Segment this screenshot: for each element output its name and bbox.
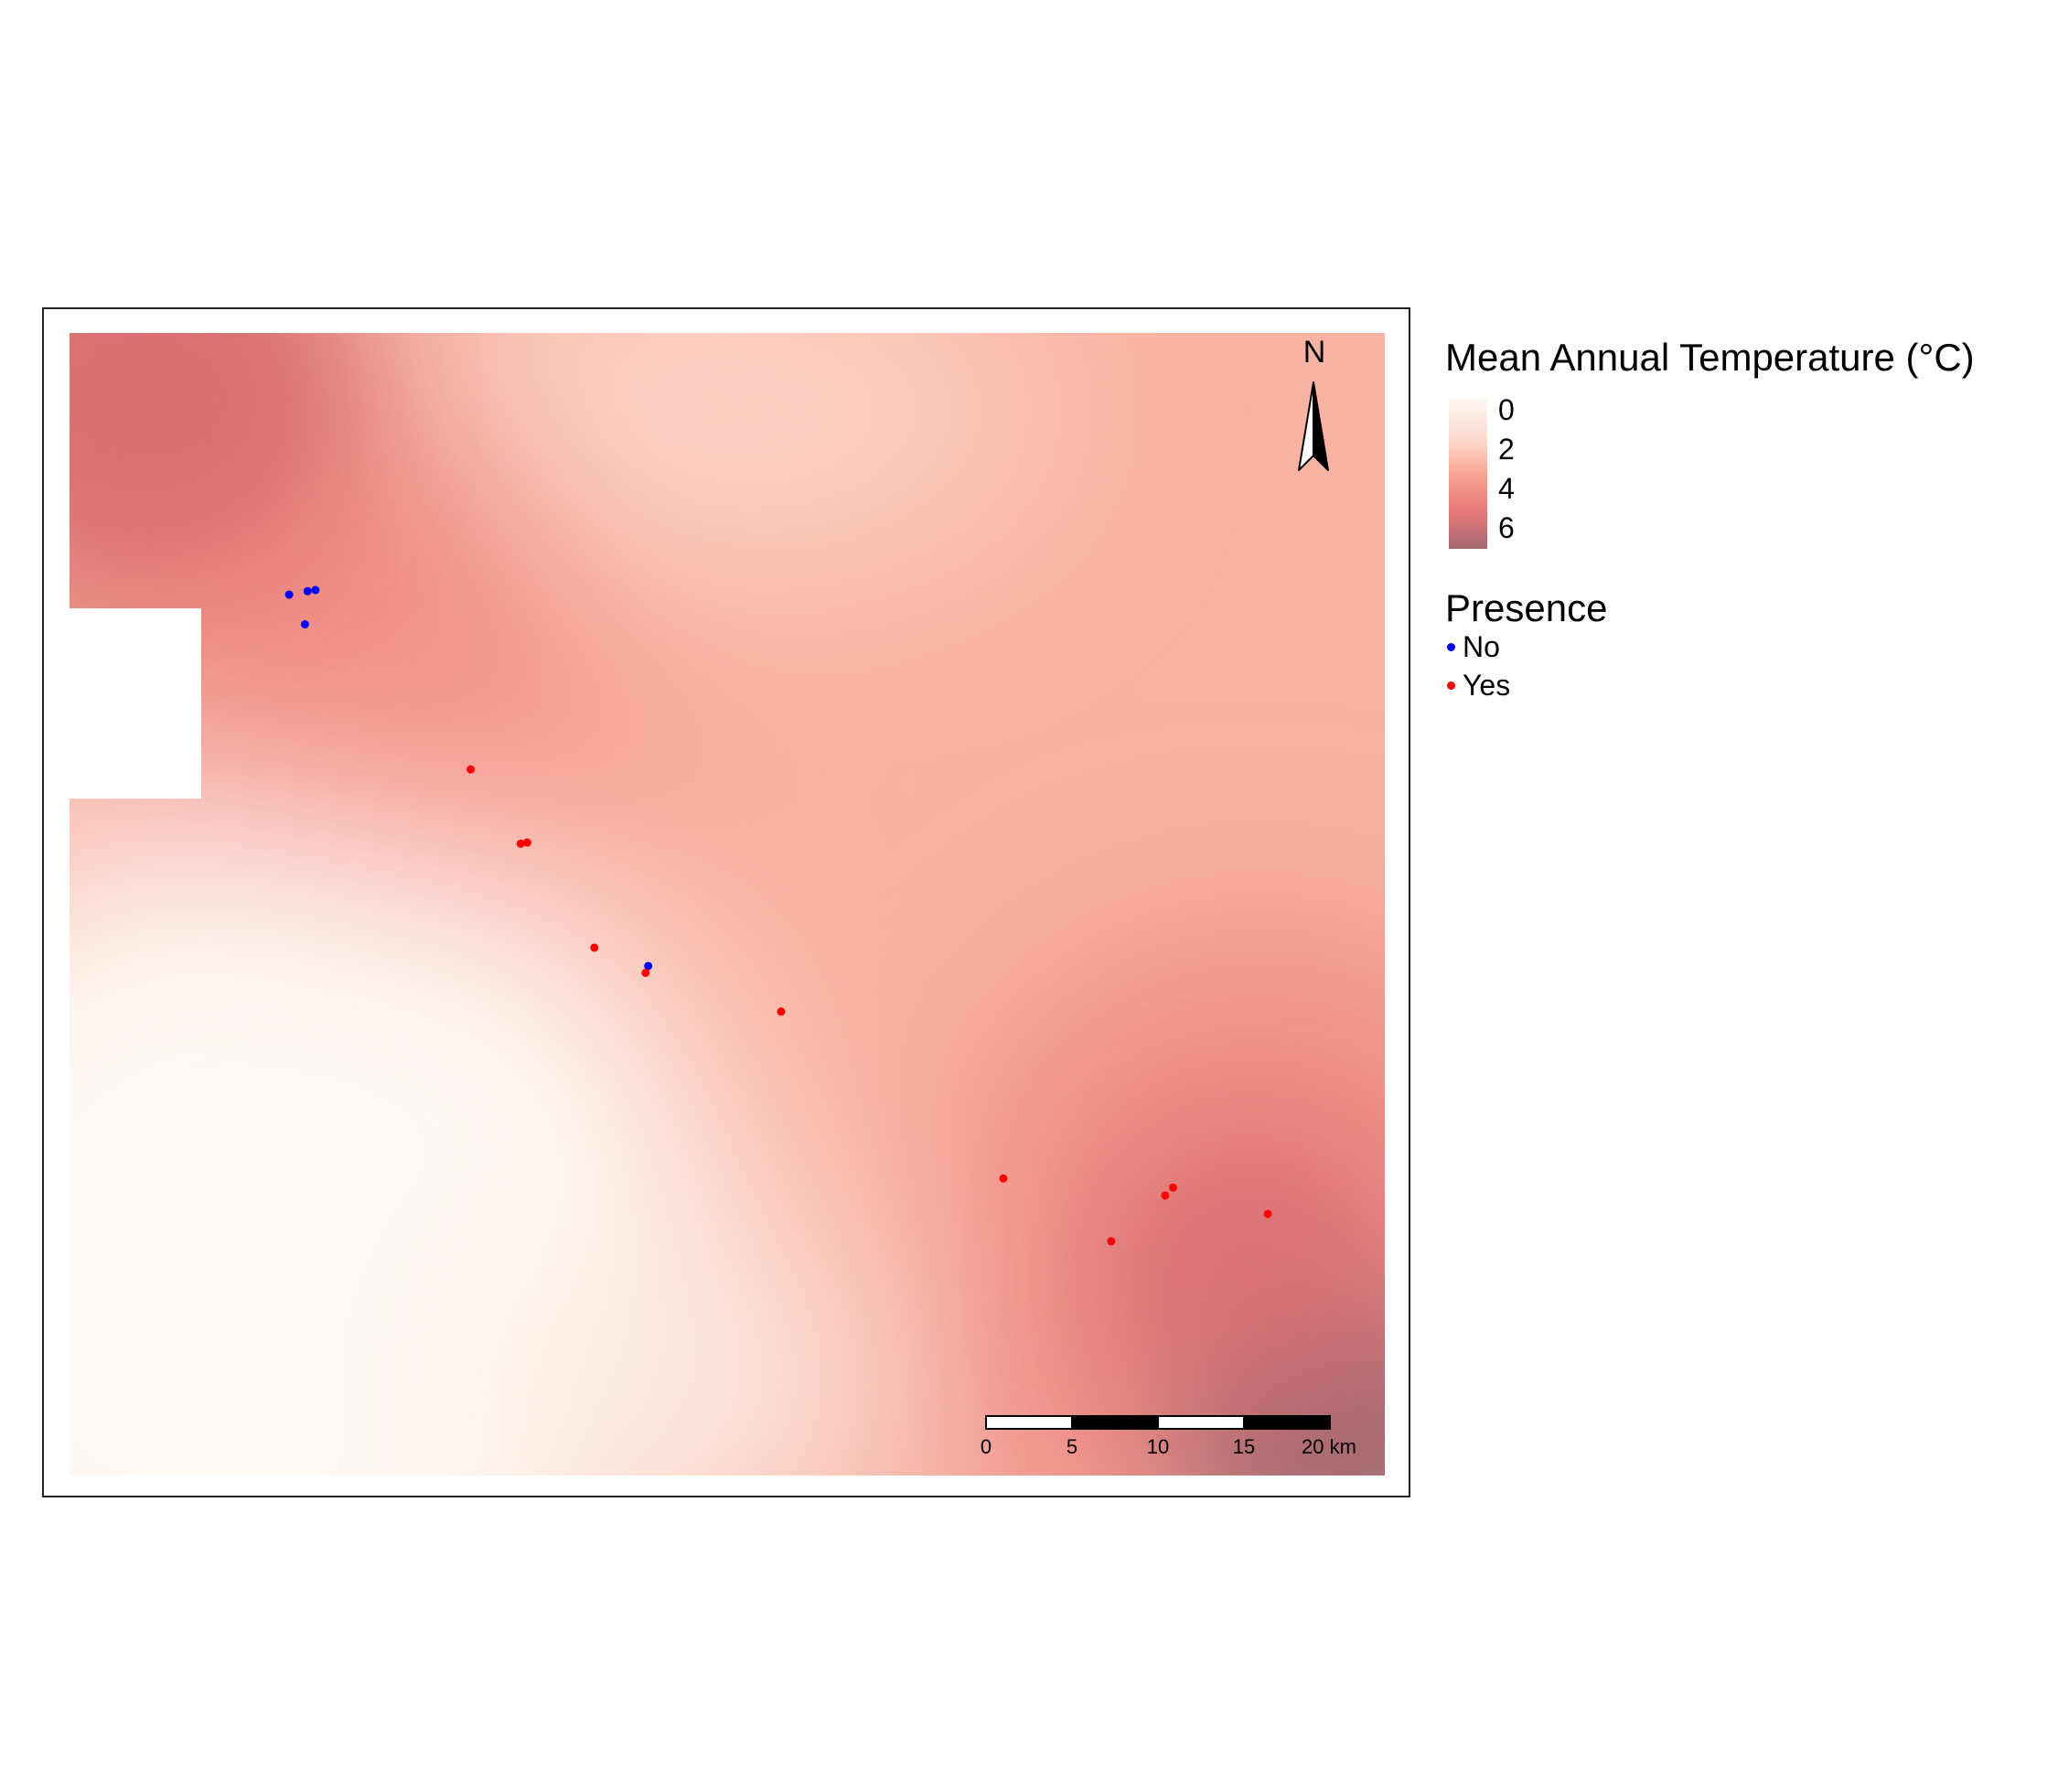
site-point-no xyxy=(644,961,653,971)
scale-bar-seg-1 xyxy=(985,1415,1073,1430)
north-arrow-right-half xyxy=(1313,381,1329,471)
temperature-colorbar xyxy=(1449,397,1487,549)
presence-label-yes: Yes xyxy=(1463,668,1511,702)
site-point-yes xyxy=(590,943,599,952)
colorbar-label-2: 2 xyxy=(1498,433,1515,466)
site-point-yes xyxy=(641,968,650,977)
legend: Mean Annual Temperature (°C) 0 2 4 6 Pre… xyxy=(1445,338,2031,704)
site-point-no xyxy=(284,590,294,599)
site-point-yes xyxy=(516,839,525,848)
site-point-yes xyxy=(1107,1237,1116,1246)
scale-bar-seg-3 xyxy=(1157,1415,1245,1430)
site-point-no xyxy=(311,585,320,595)
presence-legend-item-yes: Yes xyxy=(1447,666,2031,704)
site-point-yes xyxy=(466,765,476,774)
red-dot-icon xyxy=(1447,681,1455,690)
scale-bar-tick-15: 15 xyxy=(1233,1435,1255,1458)
north-arrow: N xyxy=(1298,335,1329,471)
site-point-yes xyxy=(1161,1191,1170,1200)
presence-legend-title: Presence xyxy=(1445,586,1608,629)
scale-bar-tick-0: 0 xyxy=(981,1435,991,1458)
scale-bar-tick-5: 5 xyxy=(1067,1435,1077,1458)
site-point-no xyxy=(300,619,309,628)
site-point-yes xyxy=(1263,1209,1272,1218)
temperature-raster xyxy=(70,333,1385,1475)
colorbar-label-0: 0 xyxy=(1498,393,1515,426)
sites-layer xyxy=(284,585,1272,1246)
presence-label-no: No xyxy=(1463,629,1500,663)
scale-bar-tick-10: 10 xyxy=(1147,1435,1169,1458)
colorbar-label-4: 4 xyxy=(1498,472,1515,505)
scale-bar-tick-20: 20 km xyxy=(1302,1435,1356,1458)
site-point-yes xyxy=(522,838,531,847)
map-frame: N 0 5 10 15 20 km xyxy=(42,307,1410,1497)
temperature-legend: 0 2 4 6 xyxy=(1445,393,2031,553)
site-point-no xyxy=(303,586,312,596)
site-point-yes xyxy=(1168,1183,1177,1192)
presence-legend-item-no: No xyxy=(1447,628,2031,666)
scale-bar-seg-2 xyxy=(1071,1415,1159,1430)
colorbar-label-6: 6 xyxy=(1498,511,1515,544)
site-point-yes xyxy=(999,1174,1008,1183)
temperature-legend-title: Mean Annual Temperature (°C) xyxy=(1445,336,1975,379)
scale-bar: 0 5 10 15 20 km xyxy=(981,1415,1356,1458)
temperature-map: N 0 5 10 15 20 km xyxy=(70,333,1385,1475)
blue-dot-icon xyxy=(1447,642,1455,651)
north-arrow-label: N xyxy=(1303,335,1326,370)
scale-bar-seg-4 xyxy=(1243,1415,1331,1430)
site-point-yes xyxy=(777,1007,786,1016)
